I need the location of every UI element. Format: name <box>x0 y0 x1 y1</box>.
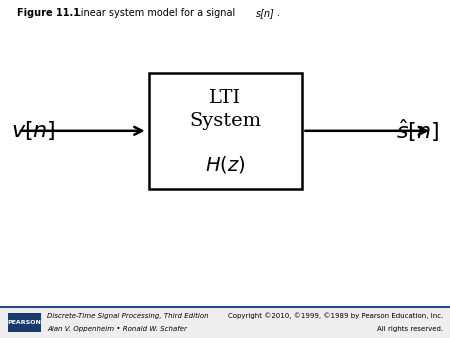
Text: Alan V. Oppenheim • Ronald W. Schafer: Alan V. Oppenheim • Ronald W. Schafer <box>47 325 187 332</box>
Text: LTI
System: LTI System <box>189 90 261 129</box>
Text: Figure 11.1: Figure 11.1 <box>17 8 80 18</box>
Text: $\hat{s}[n]$: $\hat{s}[n]$ <box>396 117 439 144</box>
Text: $H(z)$: $H(z)$ <box>205 154 245 175</box>
Text: Discrete-Time Signal Processing, Third Edition: Discrete-Time Signal Processing, Third E… <box>47 313 209 319</box>
Text: $v[n]$: $v[n]$ <box>11 119 56 142</box>
Text: Copyright ©2010, ©1999, ©1989 by Pearson Education, Inc.: Copyright ©2010, ©1999, ©1989 by Pearson… <box>228 313 443 319</box>
Text: All rights reserved.: All rights reserved. <box>377 325 443 332</box>
Text: Linear system model for a signal: Linear system model for a signal <box>69 8 238 18</box>
Text: s[n]: s[n] <box>256 8 274 18</box>
Text: PEARSON: PEARSON <box>7 320 41 325</box>
Bar <box>148 73 302 189</box>
Text: .: . <box>277 8 280 18</box>
